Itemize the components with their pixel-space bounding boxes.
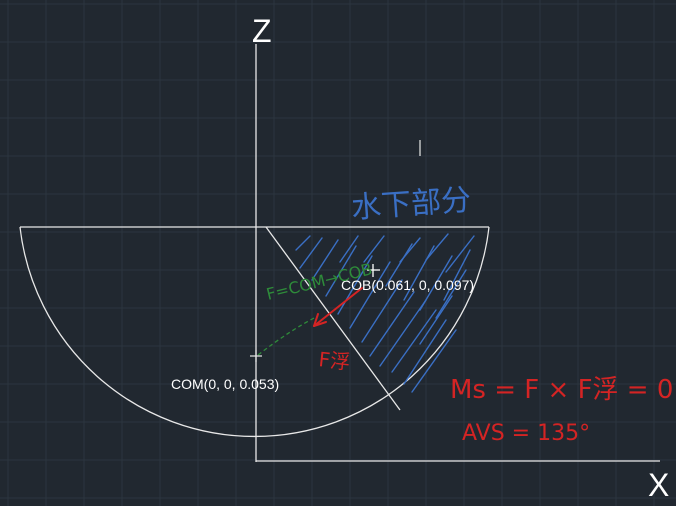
water-part-annotation: 水下部分: [350, 183, 472, 226]
x-axis-label: X: [648, 467, 669, 503]
cob-marker: [367, 264, 380, 277]
z-axis-label: Z: [252, 13, 272, 49]
com-marker: [250, 350, 262, 362]
force-vector-annotation: F=COM→COB: [264, 259, 374, 304]
submerged-region-hatching: [295, 233, 475, 393]
hull-cross-section: [19, 226, 490, 438]
heeled-waterline: [265, 226, 401, 411]
hull-arc: [19, 226, 490, 438]
moment-equation-annotation: Ms = F × F浮 = 0: [450, 375, 673, 405]
com-label: COM(0, 0, 0.053): [171, 376, 279, 392]
avs-annotation: AVS = 135°: [462, 421, 590, 446]
buoyancy-force-arrow: [313, 287, 363, 327]
cob-label: COB(0.061, 0, 0.097): [341, 277, 474, 293]
force-vector-dashed: [257, 315, 319, 356]
buoyancy-force-annotation: F浮: [317, 347, 351, 374]
